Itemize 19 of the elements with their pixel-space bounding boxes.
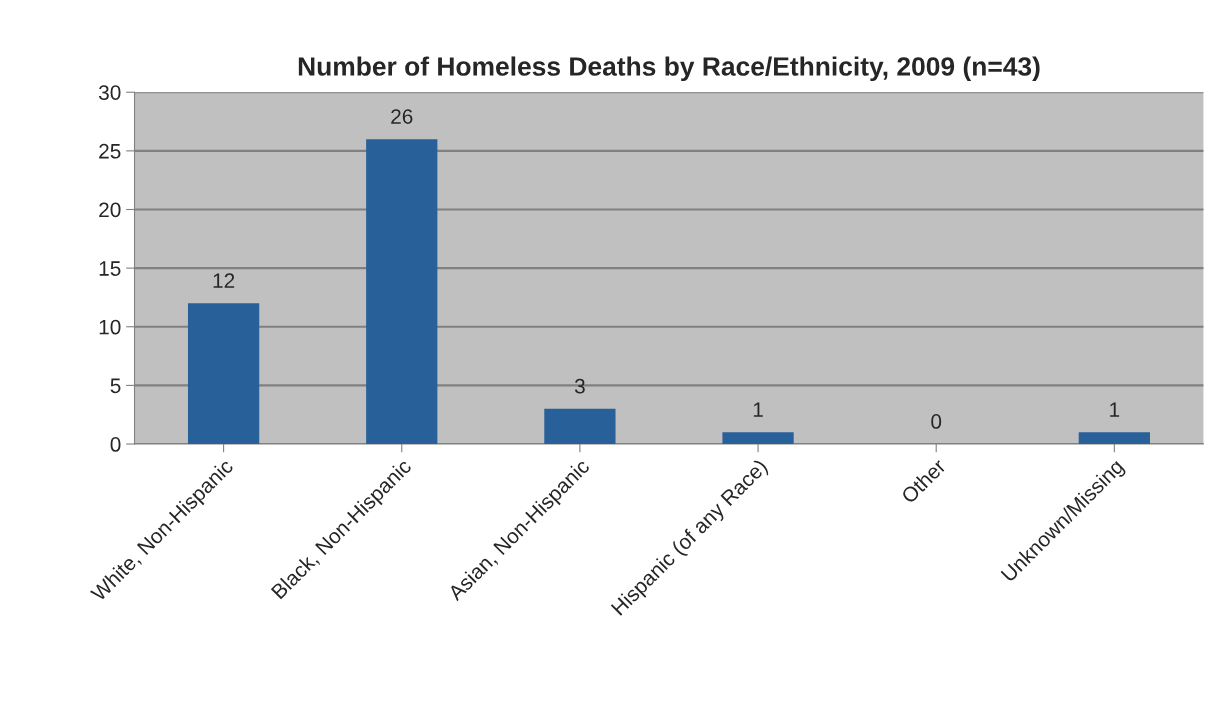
y-tick-label: 0 <box>110 437 121 452</box>
data-label: 3 <box>574 378 585 394</box>
y-tick-label: 5 <box>110 378 121 394</box>
data-label: 12 <box>213 273 235 288</box>
bar <box>1078 432 1150 445</box>
data-label: 0 <box>931 414 942 429</box>
data-label: 26 <box>391 109 413 124</box>
data-label: 1 <box>1110 402 1120 417</box>
bar <box>722 432 794 445</box>
y-tick-label: 25 <box>99 143 121 159</box>
bar <box>366 139 438 445</box>
bar <box>187 303 260 445</box>
data-label: 1 <box>753 402 763 417</box>
y-tick-label: 10 <box>99 319 121 335</box>
y-tick-label: 30 <box>98 85 121 100</box>
y-tick-label: 15 <box>99 261 121 276</box>
bar <box>544 408 616 445</box>
y-tick-label: 20 <box>99 202 121 218</box>
chart-title: Number of Homeless Deaths by Race/Ethnicity, 2009 (n=43) <box>298 56 1040 82</box>
